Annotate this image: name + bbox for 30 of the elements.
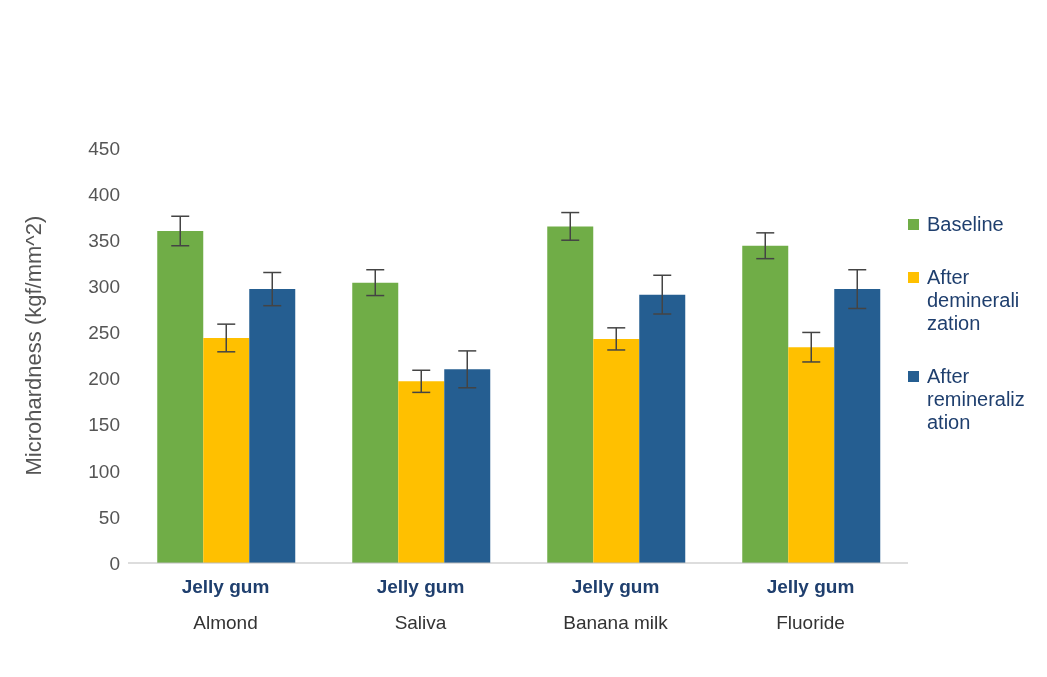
bar	[742, 245, 789, 563]
legend-label: After demineralization	[927, 265, 1021, 335]
bar	[157, 231, 204, 563]
y-tick-label: 250	[88, 322, 120, 344]
y-tick-label: 200	[88, 368, 120, 390]
bar	[352, 282, 399, 563]
y-tick-label: 450	[88, 137, 120, 159]
bar	[444, 369, 491, 563]
x-tick-label: Jelly gum Fluoride	[766, 576, 855, 633]
x-tick-label: Jelly gum Banana milk	[563, 576, 669, 633]
bar	[249, 289, 296, 563]
y-tick-label: 350	[88, 229, 120, 251]
y-axis-title: Microhardness (kgf/mm^2)	[20, 215, 46, 476]
legend-label: After remineralization	[927, 364, 1026, 434]
bar	[203, 337, 250, 563]
y-tick-label: 300	[88, 276, 120, 298]
bar	[398, 381, 445, 563]
bar	[547, 226, 594, 563]
y-tick-label: 400	[88, 183, 120, 205]
bar	[834, 289, 881, 563]
x-tick-label: Jelly gum Almond	[181, 576, 270, 633]
x-tick-label: Jelly gum Saliva	[376, 576, 465, 633]
y-tick-label: 50	[98, 506, 120, 528]
y-tick-label: 0	[109, 552, 120, 574]
y-tick-label: 150	[88, 414, 120, 436]
y-tick-label: 100	[88, 460, 120, 482]
bar	[788, 347, 835, 563]
legend-label: Baseline	[927, 212, 1005, 236]
bar	[593, 338, 640, 563]
bar	[639, 294, 686, 563]
